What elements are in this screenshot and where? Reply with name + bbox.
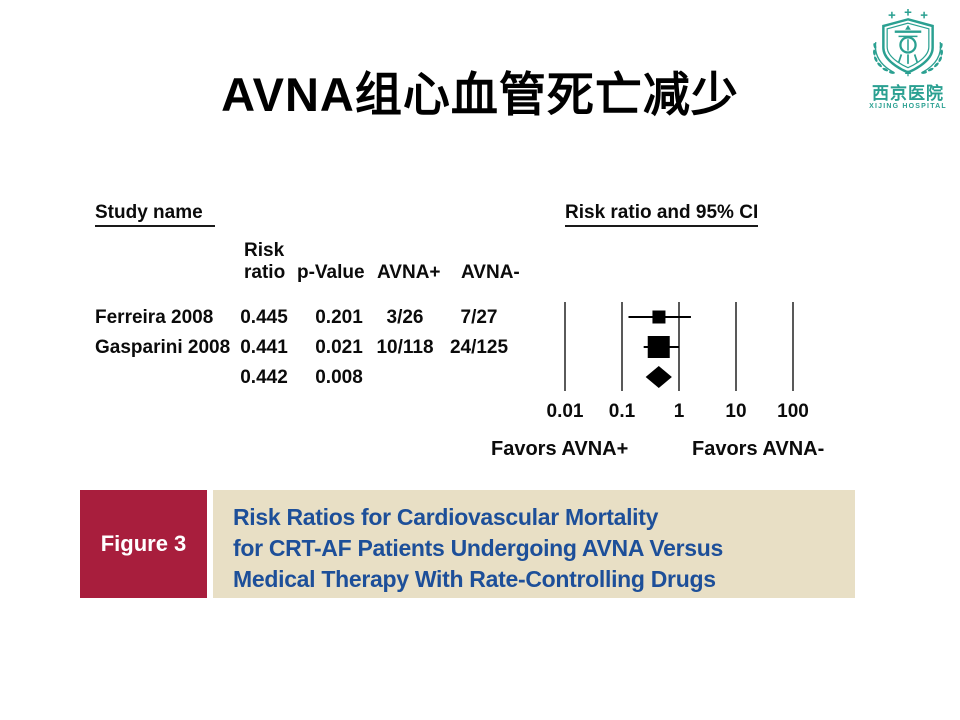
favors-right-label: Favors AVNA- — [692, 438, 825, 460]
svg-text:0.01: 0.01 — [547, 401, 584, 422]
study-name: Gasparini 2008 — [95, 337, 231, 358]
caption-line: Risk Ratios for Cardiovascular Mortality — [233, 504, 659, 530]
col-header-ratio: ratio — [244, 262, 286, 283]
risk-ratio-value: 0.441 — [240, 337, 288, 358]
summary-p-value: 0.008 — [315, 367, 363, 388]
p-value: 0.201 — [315, 307, 363, 328]
caption-line: Medical Therapy With Rate-Controlling Dr… — [233, 566, 716, 592]
caption-line: for CRT-AF Patients Undergoing AVNA Vers… — [233, 535, 724, 561]
svg-text:1: 1 — [674, 401, 685, 422]
svg-text:0.1: 0.1 — [609, 401, 636, 422]
hospital-name-cn: 西京医院 — [872, 84, 944, 103]
hospital-name-en: XIJING HOSPITAL — [869, 103, 947, 110]
figure-caption: Figure 3 Risk Ratios for Cardiovascular … — [80, 490, 855, 598]
avna-plus-events: 3/26 — [386, 307, 424, 328]
col-header-avna-plus: AVNA+ — [377, 262, 441, 283]
study-name-header: Study name — [95, 202, 215, 227]
risk-ratio-value: 0.445 — [240, 307, 288, 328]
summary-risk-ratio: 0.442 — [240, 367, 288, 388]
hospital-emblem-icon — [873, 8, 943, 77]
hospital-logo: 西京医院 XIJING HOSPITAL — [860, 8, 956, 111]
slide-title: AVNA组心血管死亡减少 — [221, 68, 739, 121]
forest-plot-chart: 0.01 0.1 1 10 100 — [547, 302, 809, 422]
svg-text:10: 10 — [725, 401, 746, 422]
figure-caption-text: Risk Ratios for Cardiovascular Mortality… — [213, 490, 855, 598]
col-header-risk: Risk — [244, 240, 285, 261]
col-header-avna-minus: AVNA- — [461, 262, 520, 283]
avna-minus-events: 24/125 — [449, 337, 509, 358]
svg-text:100: 100 — [777, 401, 809, 422]
study-name: Ferreira 2008 — [95, 307, 214, 328]
favors-left-label: Favors AVNA+ — [491, 438, 629, 460]
col-header-p-value: p-Value — [297, 262, 365, 283]
figure-number-label: Figure 3 — [80, 490, 207, 598]
risk-ratio-ci-header: Risk ratio and 95% CI — [565, 202, 759, 227]
avna-plus-events: 10/118 — [376, 337, 434, 358]
avna-minus-events: 7/27 — [460, 307, 498, 328]
p-value: 0.021 — [315, 337, 363, 358]
